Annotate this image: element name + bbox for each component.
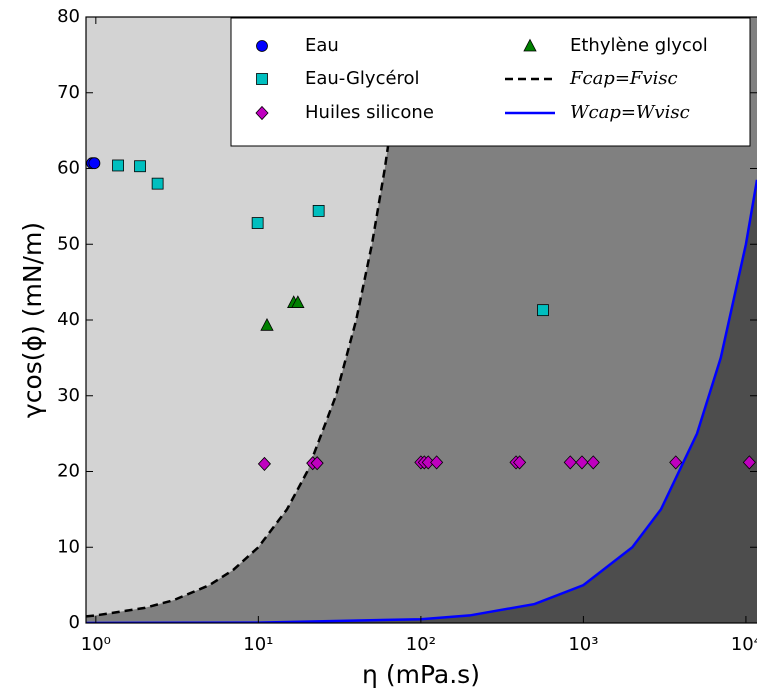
legend-label: Wcap=Wvisc — [570, 102, 690, 123]
marker — [537, 304, 549, 317]
marker — [255, 105, 269, 121]
marker — [256, 40, 268, 52]
curve — [86, 17, 407, 618]
y-tick-label: 50 — [57, 233, 80, 254]
x-tick-label: 10³ — [568, 634, 598, 655]
marker — [251, 217, 264, 229]
marker — [256, 73, 268, 85]
legend-box — [230, 17, 751, 147]
marker — [586, 455, 600, 470]
y-tick-label: 20 — [57, 461, 80, 482]
y-tick-label: 30 — [57, 385, 80, 406]
x-axis-label: η (mPa.s) — [362, 660, 480, 689]
marker — [88, 157, 101, 170]
x-tick-label: 10¹ — [243, 634, 273, 655]
marker — [575, 455, 589, 470]
marker — [513, 455, 527, 470]
y-tick-label: 10 — [57, 536, 80, 557]
marker — [112, 159, 124, 172]
marker — [742, 455, 756, 470]
y-tick-label: 80 — [57, 6, 80, 27]
marker — [257, 456, 271, 472]
curve — [86, 179, 757, 623]
legend: Eau Eau-Glycérol Huiles silicone Ethylène g… — [230, 17, 751, 147]
marker — [134, 160, 146, 173]
legend-label: Fcap=Fvisc — [569, 68, 678, 89]
legend-label: Huiles silicone — [305, 102, 434, 123]
x-tick-label: 10⁰ — [81, 634, 111, 655]
legend-label: Ethylène glycol — [570, 35, 708, 56]
y-tick-label: 70 — [57, 82, 80, 103]
region — [86, 17, 757, 623]
plot-frame — [85, 16, 757, 624]
marker — [312, 205, 325, 217]
marker — [310, 456, 324, 471]
marker — [669, 455, 683, 470]
marker — [563, 455, 577, 470]
legend-label: Eau — [305, 35, 339, 56]
x-tick-label: 10⁴ — [731, 634, 757, 655]
marker — [523, 38, 537, 52]
y-tick-label: 0 — [69, 612, 80, 633]
y-axis-label: γcos(ϕ) (mN/m) — [18, 222, 47, 418]
marker — [151, 177, 164, 190]
x-tick-label: 10² — [406, 634, 436, 655]
region — [86, 17, 757, 623]
marker — [260, 317, 274, 331]
marker — [291, 295, 305, 308]
legend-label: Eau-Glycérol — [305, 68, 420, 89]
y-tick-label: 40 — [57, 309, 80, 330]
y-tick-label: 60 — [57, 158, 80, 179]
marker — [430, 455, 444, 470]
